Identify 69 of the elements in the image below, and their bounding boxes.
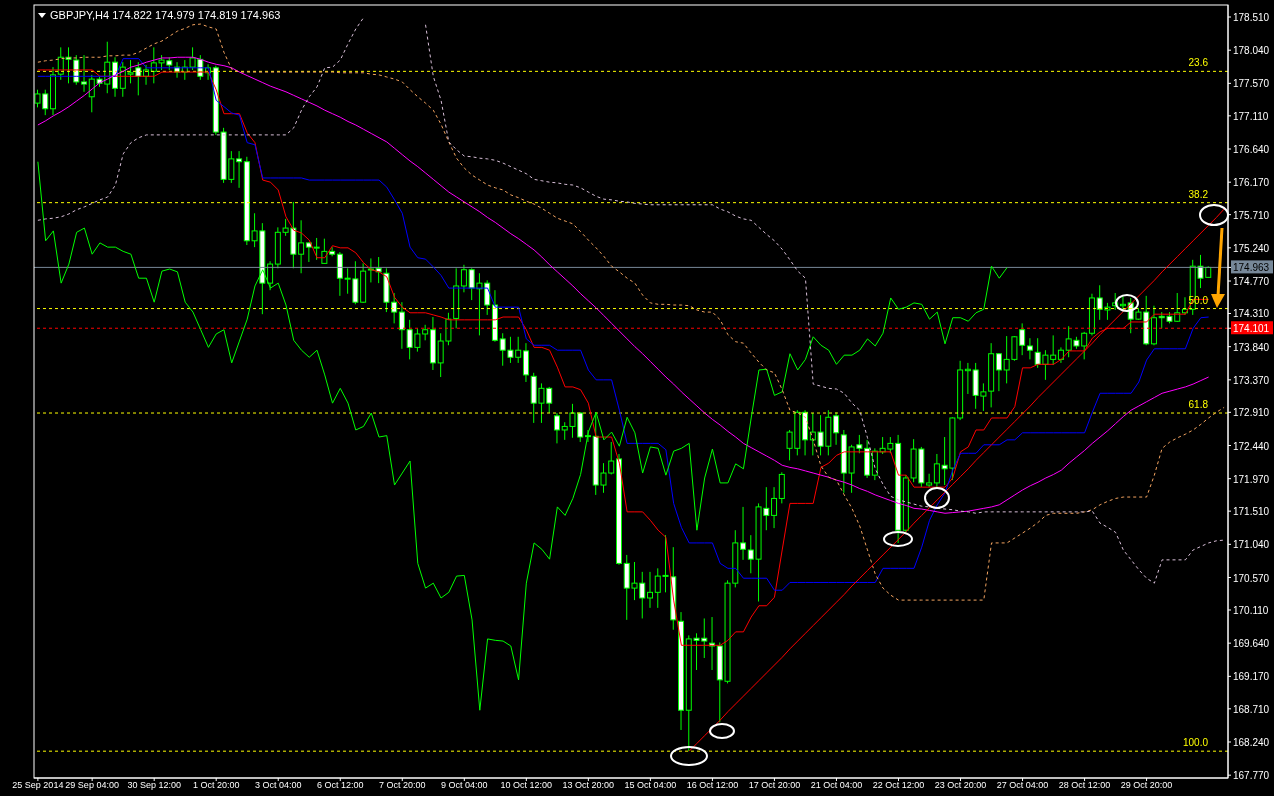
annotation: 23.6 — [1188, 57, 1209, 69]
y-tick-label: 171.040 — [1233, 539, 1270, 551]
candlestick — [1026, 337, 1033, 360]
candlestick — [778, 471, 785, 504]
x-tick-label: 17 Oct 20:00 — [748, 780, 801, 790]
y-tick-label: 171.510 — [1233, 506, 1270, 518]
y-tick-label: 170.570 — [1233, 572, 1270, 584]
x-tick-label: 29 Oct 20:00 — [1120, 780, 1173, 790]
x-tick-label: 29 Sep 04:00 — [65, 780, 119, 790]
x-tick-label: 1 Oct 20:00 — [192, 780, 240, 790]
x-tick-label: 6 Oct 12:00 — [316, 780, 364, 790]
candlestick — [740, 506, 747, 561]
x-tick-label: 21 Oct 04:00 — [810, 780, 863, 790]
y-tick-label: 169.640 — [1233, 638, 1270, 650]
candlestick — [143, 64, 150, 86]
x-tick-label: 28 Oct 12:00 — [1058, 780, 1111, 790]
y-tick-label: 168.710 — [1233, 703, 1270, 715]
x-tick-label: 7 Oct 20:00 — [379, 780, 426, 790]
candlestick — [771, 486, 778, 529]
y-tick-label: 175.240 — [1233, 242, 1270, 254]
candlestick — [398, 301, 405, 350]
y-tick-label: 176.170 — [1233, 177, 1270, 189]
y-tick-label: 169.170 — [1233, 671, 1270, 683]
candlestick — [995, 352, 1002, 392]
x-tick-label: 30 Sep 12:00 — [127, 780, 181, 790]
candlestick — [329, 246, 336, 257]
annotation: 38.2 — [1188, 188, 1209, 200]
x-tick-label: 13 Oct 20:00 — [562, 780, 615, 790]
y-tick-label: 177.570 — [1233, 78, 1270, 90]
x-tick-label: 3 Oct 04:00 — [254, 780, 302, 790]
y-tick-label: 176.640 — [1233, 144, 1270, 156]
candlestick — [236, 150, 243, 189]
y-tick-label: 173.840 — [1233, 341, 1270, 353]
y-tick-label: 178.040 — [1233, 45, 1270, 57]
chart-title: GBPJPY,H4 174.822 174.979 174.819 174.963 — [50, 9, 281, 21]
y-tick-label: 177.110 — [1233, 110, 1269, 122]
candlestick — [321, 238, 328, 264]
y-tick-label: 168.240 — [1233, 737, 1270, 748]
y-tick-label: 172.440 — [1233, 440, 1270, 452]
x-tick-label: 25 Sep 2014 — [12, 780, 64, 790]
y-tick-label: 174.770 — [1233, 276, 1270, 288]
y-tick-label: 174.310 — [1233, 308, 1270, 320]
y-tick-label: 178.510 — [1233, 12, 1270, 23]
candlestick — [460, 264, 467, 293]
x-tick-label: 23 Oct 20:00 — [934, 780, 987, 790]
y-tick-label: 175.710 — [1233, 209, 1270, 221]
y-tick-label: 172.910 — [1233, 407, 1270, 419]
candlestick — [1119, 295, 1126, 311]
line-series — [37, 161, 1008, 711]
x-tick-label: 10 Oct 12:00 — [500, 780, 553, 790]
candlestick — [267, 260, 274, 291]
candlestick — [522, 342, 529, 383]
candlestick — [833, 411, 840, 446]
candlestick — [81, 54, 88, 93]
y-tick-label: 170.110 — [1233, 604, 1269, 616]
candlestick — [647, 571, 654, 609]
y-tick-label: 167.770 — [1233, 770, 1270, 782]
x-tick-label: 15 Oct 04:00 — [624, 780, 677, 790]
x-tick-label: 16 Oct 12:00 — [686, 780, 739, 790]
annotation: 61.8 — [1188, 399, 1209, 411]
x-tick-label: 9 Oct 04:00 — [441, 780, 488, 790]
annotation: 100.0 — [1182, 737, 1209, 749]
candlestick — [553, 412, 560, 444]
y-tick-label: 173.370 — [1233, 374, 1270, 386]
x-tick-label: 27 Oct 04:00 — [996, 780, 1049, 790]
y-tick-label: 174.101 — [1233, 323, 1270, 335]
x-tick-label: 22 Oct 12:00 — [872, 780, 925, 790]
y-tick-label: 174.963 — [1233, 262, 1270, 274]
y-tick-label: 171.970 — [1233, 473, 1270, 485]
